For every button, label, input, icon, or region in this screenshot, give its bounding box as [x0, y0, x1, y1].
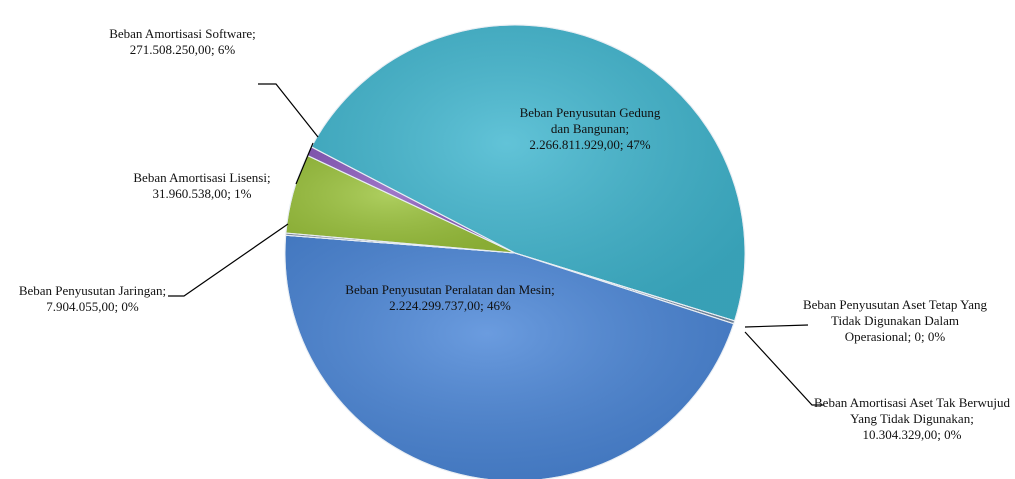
- label-part: 0%: [121, 299, 139, 314]
- slice-label: Beban Amortisasi Aset Tak Berwujud Yang …: [812, 395, 1012, 443]
- separator: ;: [211, 42, 218, 57]
- slice-label: Beban Penyusutan Jaringan; 7.904.055,00;…: [10, 283, 175, 315]
- separator: ;: [920, 329, 928, 344]
- label-part: 10.304.329,00: [862, 427, 938, 442]
- label-part: 6%: [217, 42, 236, 57]
- label-part: Beban Penyusutan Peralatan dan Mesin: [345, 282, 552, 297]
- label-part: 46%: [487, 298, 511, 313]
- separator: ;: [227, 186, 235, 201]
- separator: ;: [625, 121, 630, 136]
- label-part: Beban Penyusutan Gedung dan Bangunan: [519, 105, 661, 136]
- slice-shade: [284, 234, 735, 479]
- slice-label: Beban Amortisasi Lisensi; 31.960.538,00;…: [112, 170, 292, 202]
- separator: ;: [162, 283, 167, 298]
- label-part: 31.960.538,00: [152, 186, 228, 201]
- separator: ;: [551, 282, 555, 297]
- separator: ;: [937, 427, 945, 442]
- separator: ;: [266, 170, 271, 185]
- slice-label: Beban Penyusutan Gedung dan Bangunan; 2.…: [510, 105, 670, 153]
- label-part: 1%: [234, 186, 252, 201]
- label-part: Beban Amortisasi Aset Tak Berwujud Yang …: [814, 395, 1010, 426]
- leader-line: [295, 142, 314, 185]
- leader-line: [168, 223, 289, 297]
- separator: ;: [252, 26, 256, 41]
- label-part: Beban Amortisasi Software: [109, 26, 253, 41]
- slices: [284, 24, 746, 479]
- slice-label: Beban Penyusutan Peralatan dan Mesin; 2.…: [345, 282, 555, 314]
- leader-line: [744, 324, 809, 328]
- label-part: Beban Penyusutan Aset Tetap Yang Tidak D…: [802, 297, 988, 344]
- label-part: 0: [914, 329, 921, 344]
- separator: ;: [480, 298, 488, 313]
- separator: ;: [619, 137, 627, 152]
- label-part: 2.266.811.929,00: [529, 137, 620, 152]
- leader-line: [258, 83, 319, 138]
- leader-lines: [168, 83, 824, 406]
- separator: ;: [114, 299, 122, 314]
- separator: ;: [907, 329, 915, 344]
- label-part: 7.904.055,00: [46, 299, 115, 314]
- label-part: 0%: [944, 427, 962, 442]
- label-part: 2.224.299.737,00: [389, 298, 481, 313]
- slice-label: Beban Penyusutan Aset Tetap Yang Tidak D…: [800, 297, 990, 345]
- slice-shade: [514, 252, 735, 322]
- label-part: 271.508.250,00: [129, 42, 212, 57]
- label-part: 0%: [927, 329, 946, 344]
- label-part: 47%: [626, 137, 651, 152]
- slice-label: Beban Amortisasi Software; 271.508.250,0…: [90, 26, 275, 58]
- separator: ;: [970, 411, 974, 426]
- label-part: Beban Penyusutan Jaringan: [18, 283, 163, 298]
- slice-shade: [310, 24, 746, 322]
- label-part: Beban Amortisasi Lisensi: [133, 170, 267, 185]
- leader-line: [744, 331, 824, 406]
